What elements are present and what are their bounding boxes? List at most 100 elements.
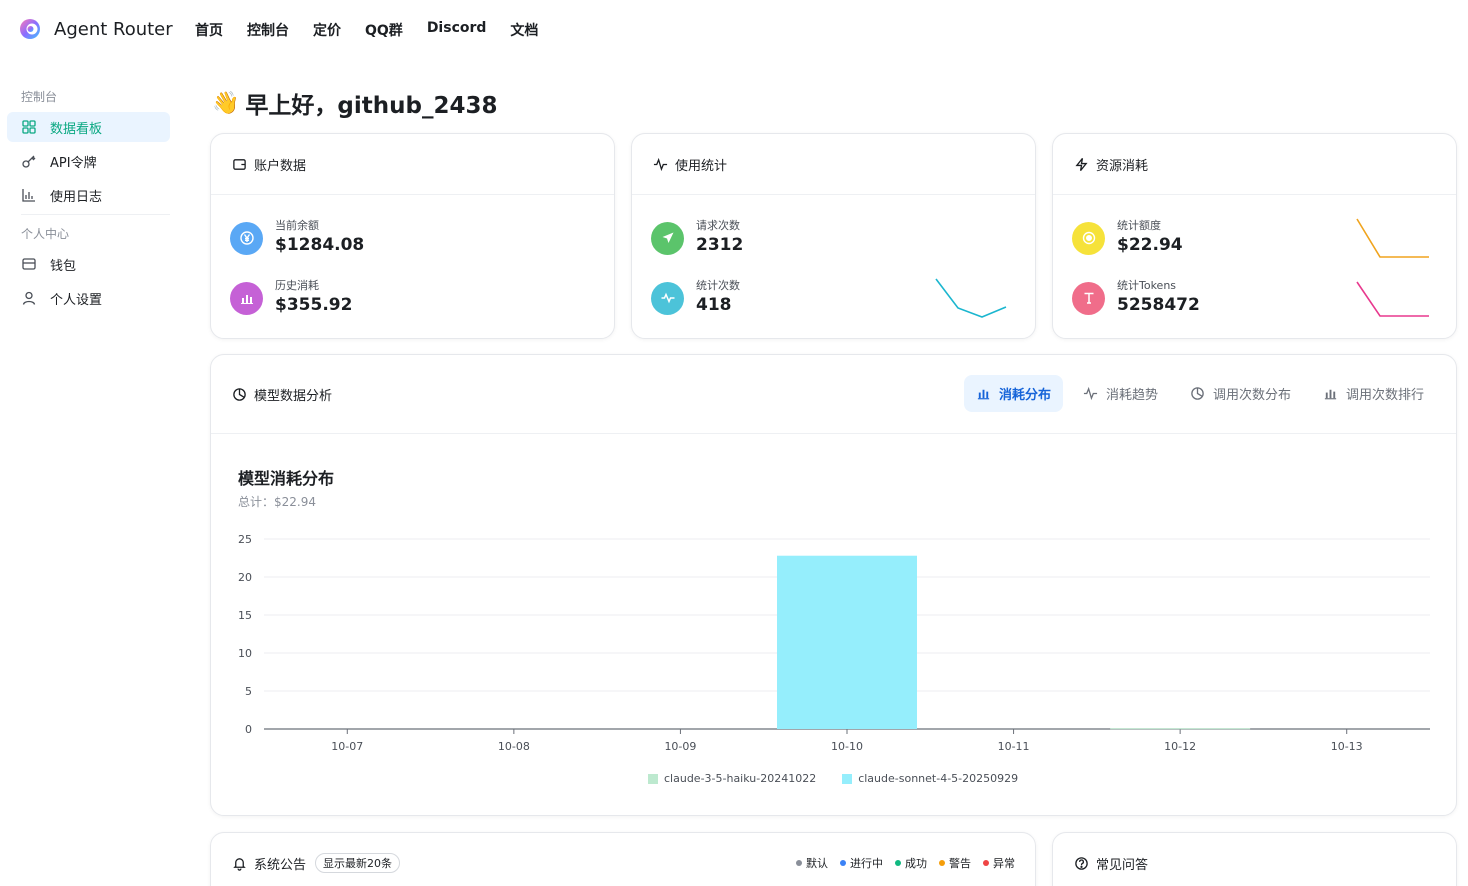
send-icon (651, 221, 684, 255)
sidebar-divider (21, 214, 170, 215)
legend-item[interactable]: claude-sonnet-4-5-20250929 (842, 772, 1018, 785)
user-icon (22, 291, 36, 305)
y-tick-label: 25 (238, 533, 252, 546)
sidebar-section-personal: 个人中心 (21, 227, 70, 241)
bar-chart: 0 5 10 15 20 25 10-07 10-08 10-09 10-10 10-11 10-12… (238, 533, 1430, 753)
tab-call-ranking[interactable]: 调用次数排行 (1311, 375, 1436, 412)
tokens-stat: 统计Tokens 5258472 (1072, 279, 1200, 317)
yen-icon (230, 221, 263, 255)
faq-card: 常见问答 (1052, 832, 1457, 886)
bar-chart-icon (1324, 389, 1337, 400)
greeting-heading: 👋 早上好，github_2438 (212, 86, 497, 120)
nav-home[interactable]: 首页 (195, 23, 223, 39)
tab-label: 消耗趋势 (1105, 388, 1158, 403)
history-stat: 历史消耗 $355.92 (230, 279, 352, 317)
nav-docs[interactable]: 文档 (510, 23, 539, 39)
tab-label: 调用次数分布 (1212, 388, 1291, 403)
count-stat: 统计次数 418 (651, 279, 740, 317)
greeting-text: 早上好，github_2438 (245, 93, 498, 119)
y-tick-label: 10 (238, 647, 252, 660)
help-circle-icon (1075, 856, 1088, 870)
bar-chart-icon (230, 281, 263, 315)
top-navbar: Agent Router 首页 控制台 定价 QQ群 Discord 文档 (0, 0, 1468, 60)
pulse-icon (651, 281, 684, 315)
history-value: $355.92 (275, 295, 353, 315)
sidebar-item-label: 使用日志 (50, 189, 103, 205)
quota-value: $22.94 (1117, 235, 1183, 255)
bar (1110, 728, 1251, 730)
card-header: 资源消耗 (1053, 134, 1456, 195)
tab-consumption-trend[interactable]: 消耗趋势 (1071, 375, 1170, 412)
model-analysis-card: 模型数据分析 消耗分布 消耗趋势 调用次数分布 调用次数排行 模型消耗分布 总计… (210, 354, 1457, 816)
announcements-card: 系统公告 显示最新20条 默认 进行中 成功 警告 异常 (210, 832, 1036, 886)
x-tick-label: 10-07 (331, 740, 363, 753)
count-label: 统计次数 (696, 279, 740, 292)
sidebar-item-label: API令牌 (50, 155, 97, 171)
sidebar-item-api-tokens[interactable]: API令牌 (7, 146, 170, 176)
quota-label: 统计额度 (1117, 219, 1161, 232)
logo-icon[interactable] (19, 18, 41, 40)
card-title: 常见问答 (1096, 857, 1149, 873)
x-tick-label: 10-08 (498, 740, 530, 753)
quota-sparkline (1356, 218, 1429, 258)
wallet-icon (233, 158, 246, 170)
status-legend: 默认 进行中 成功 警告 异常 (784, 855, 1015, 871)
lightning-icon (1075, 157, 1088, 171)
chart-tabs: 消耗分布 消耗趋势 调用次数分布 调用次数排行 (956, 375, 1436, 412)
count-value: 418 (696, 295, 732, 315)
requests-label: 请求次数 (696, 219, 740, 232)
legend-label: claude-sonnet-4-5-20250929 (858, 772, 1019, 785)
brand-name[interactable]: Agent Router (54, 19, 173, 40)
history-label: 历史消耗 (275, 279, 319, 292)
tab-consumption-distribution[interactable]: 消耗分布 (963, 375, 1063, 412)
status-error: 异常 (983, 855, 1015, 871)
card-title: 系统公告 (254, 857, 307, 873)
y-tick-label: 15 (238, 609, 252, 622)
balance-value: $1284.08 (275, 235, 365, 255)
y-tick-label: 0 (245, 723, 252, 736)
account-data-card: 账户数据 当前余额 $1284.08 历史消耗 $355.92 (210, 133, 615, 339)
coin-icon (1072, 221, 1105, 255)
legend-item[interactable]: claude-3-5-haiku-20241022 (648, 772, 816, 785)
activity-icon (1083, 386, 1098, 401)
card-title: 使用统计 (675, 158, 728, 174)
x-tick-label: 10-11 (998, 740, 1030, 753)
tokens-sparkline (1356, 281, 1429, 317)
tab-call-distribution[interactable]: 调用次数分布 (1178, 375, 1303, 412)
nav-pricing[interactable]: 定价 (313, 23, 341, 39)
bar-chart-icon (977, 389, 990, 400)
sidebar-item-wallet[interactable]: 钱包 (7, 249, 170, 279)
quota-stat: 统计额度 $22.94 (1072, 219, 1183, 257)
legend-label: claude-3-5-haiku-20241022 (664, 772, 817, 785)
sidebar-item-dashboard[interactable]: 数据看板 (7, 112, 170, 142)
x-tick-label: 10-13 (1331, 740, 1363, 753)
sidebar-item-settings[interactable]: 个人设置 (7, 283, 170, 313)
sidebar-item-usage-logs[interactable]: 使用日志 (7, 180, 170, 210)
usage-stats-card: 使用统计 请求次数 2312 统计次数 418 (631, 133, 1036, 339)
sidebar-section-console: 控制台 (21, 90, 58, 104)
tab-label: 调用次数排行 (1345, 388, 1424, 403)
activity-icon (653, 157, 668, 171)
card-header: 使用统计 (632, 134, 1035, 195)
card-title: 账户数据 (254, 158, 307, 174)
card-header: 账户数据 (211, 134, 614, 195)
nav-discord[interactable]: Discord (426, 20, 487, 36)
bell-icon (233, 857, 246, 871)
nav-qq-group[interactable]: QQ群 (365, 23, 403, 39)
nav-console[interactable]: 控制台 (247, 23, 289, 39)
sidebar-item-label: 个人设置 (50, 292, 103, 308)
card-title: 资源消耗 (1096, 158, 1149, 174)
x-tick-label: 10-12 (1164, 740, 1196, 753)
tokens-label: 统计Tokens (1117, 279, 1177, 292)
requests-value: 2312 (696, 235, 744, 255)
status-success: 成功 (895, 855, 927, 871)
card-header: 常见问答 (1053, 833, 1456, 886)
chart-legend: claude-3-5-haiku-20241022 claude-sonnet-4… (648, 772, 1044, 785)
status-warning: 警告 (939, 855, 971, 871)
resource-consumption-card: 资源消耗 统计额度 $22.94 统计Tokens 5258472 (1052, 133, 1457, 339)
card-title: 模型数据分析 (254, 388, 333, 404)
status-default: 默认 (796, 855, 828, 871)
balance-stat: 当前余额 $1284.08 (230, 219, 364, 257)
latest-count-tag: 显示最新20条 (315, 853, 401, 873)
y-tick-label: 20 (238, 571, 252, 584)
